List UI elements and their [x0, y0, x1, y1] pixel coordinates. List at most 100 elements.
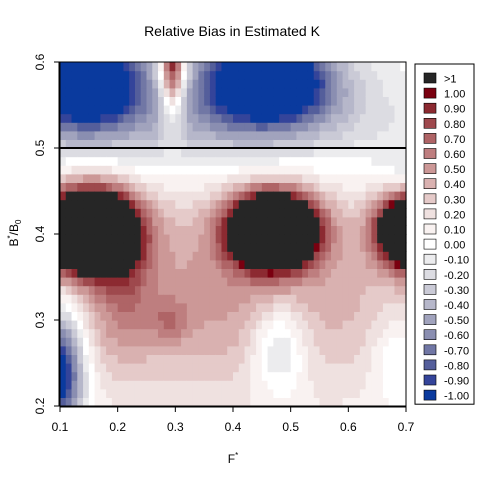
heatmap-cell — [388, 345, 396, 355]
heatmap-cell — [319, 79, 326, 89]
heatmap-cell — [227, 70, 234, 80]
heatmap-cell — [359, 311, 367, 321]
heatmap-cell — [279, 113, 286, 123]
heatmap-cell — [117, 87, 125, 97]
heatmap-cell — [307, 191, 315, 201]
heatmap-cell — [65, 148, 73, 158]
heatmap-cell — [267, 139, 274, 149]
heatmap-cell — [279, 388, 286, 398]
heatmap-cell — [71, 320, 78, 330]
heatmap-cell — [111, 156, 119, 166]
heatmap-cell — [331, 371, 338, 381]
heatmap-cell — [238, 268, 246, 278]
heatmap-cell — [342, 268, 349, 278]
heatmap-cell — [100, 345, 107, 355]
heatmap-cell — [365, 320, 372, 330]
heatmap-cell — [377, 139, 384, 149]
heatmap-cell — [348, 148, 355, 158]
heatmap-cell — [319, 242, 326, 252]
heatmap-cell — [290, 182, 298, 192]
heatmap-cell — [382, 199, 390, 209]
heatmap-cell — [117, 62, 125, 72]
heatmap-cell — [106, 328, 113, 338]
heatmap-cell — [152, 268, 159, 278]
heatmap-cell — [123, 79, 130, 89]
heatmap-cell — [336, 259, 344, 269]
heatmap-cell — [88, 363, 96, 373]
heatmap-cell — [256, 397, 263, 407]
heatmap-cell — [256, 156, 263, 166]
heatmap-cell — [290, 337, 298, 347]
heatmap-cell — [198, 156, 205, 166]
heatmap-cell — [65, 208, 73, 218]
heatmap-cell — [152, 96, 159, 106]
heatmap-cell — [302, 388, 309, 398]
heatmap-cell — [175, 302, 182, 312]
heatmap-cell — [169, 337, 176, 347]
legend-label: 0.80 — [444, 119, 465, 131]
heatmap-cell — [83, 156, 90, 166]
heatmap-cell — [221, 105, 228, 115]
heatmap-cell — [359, 328, 367, 338]
heatmap-cell — [65, 337, 73, 347]
heatmap-cell — [204, 380, 211, 390]
heatmap-cell — [244, 328, 251, 338]
heatmap-cell — [388, 234, 396, 244]
heatmap-cell — [204, 79, 211, 89]
heatmap-cell — [94, 122, 101, 132]
heatmap-cell — [123, 259, 130, 269]
heatmap-cell — [163, 363, 171, 373]
heatmap-cell — [83, 173, 90, 183]
heatmap-cell — [227, 337, 234, 347]
heatmap-cell — [388, 285, 396, 295]
heatmap-cell — [284, 397, 292, 407]
heatmap-cell — [302, 225, 309, 235]
heatmap-cell — [250, 380, 257, 390]
heatmap-cell — [94, 208, 101, 218]
heatmap-cell — [123, 371, 130, 381]
heatmap-cell — [359, 208, 367, 218]
heatmap-cell — [302, 337, 309, 347]
heatmap-cell — [302, 87, 309, 97]
heatmap-cell — [267, 242, 274, 252]
heatmap-cell — [354, 285, 361, 295]
heatmap-cell — [60, 242, 67, 252]
heatmap-cell — [198, 380, 205, 390]
heatmap-cell — [394, 242, 401, 252]
heatmap-cell — [331, 165, 338, 175]
heatmap-cell — [134, 302, 142, 312]
heatmap-cell — [158, 105, 165, 115]
heatmap-cell — [146, 397, 153, 407]
heatmap-cell — [279, 79, 286, 89]
heatmap-cell — [371, 302, 378, 312]
heatmap-cell — [302, 268, 309, 278]
heatmap-cell — [117, 148, 125, 158]
heatmap-cell — [140, 62, 148, 72]
heatmap-cell — [181, 251, 188, 261]
heatmap-cell — [336, 105, 344, 115]
heatmap-cell — [238, 337, 246, 347]
heatmap-cell — [377, 363, 384, 373]
heatmap-cell — [88, 191, 96, 201]
heatmap-cell — [181, 113, 188, 123]
heatmap-cell — [279, 251, 286, 261]
heatmap-cell — [163, 397, 171, 407]
heatmap-cell — [261, 165, 269, 175]
heatmap-cell — [400, 113, 407, 123]
heatmap-cell — [192, 345, 199, 355]
heatmap-cell — [204, 173, 211, 183]
heatmap-cell — [388, 105, 396, 115]
heatmap-cell — [140, 363, 148, 373]
heatmap-cell — [204, 328, 211, 338]
heatmap-cell — [134, 345, 142, 355]
heatmap-cell — [94, 397, 101, 407]
heatmap-cell — [267, 345, 274, 355]
heatmap-cell — [359, 277, 367, 287]
legend-label: 0.30 — [444, 194, 465, 206]
heatmap-cell — [83, 302, 90, 312]
heatmap-cell — [169, 70, 176, 80]
heatmap-cell — [163, 251, 171, 261]
heatmap-cell — [146, 234, 153, 244]
heatmap-cell — [186, 87, 194, 97]
heatmap-cell — [382, 182, 390, 192]
